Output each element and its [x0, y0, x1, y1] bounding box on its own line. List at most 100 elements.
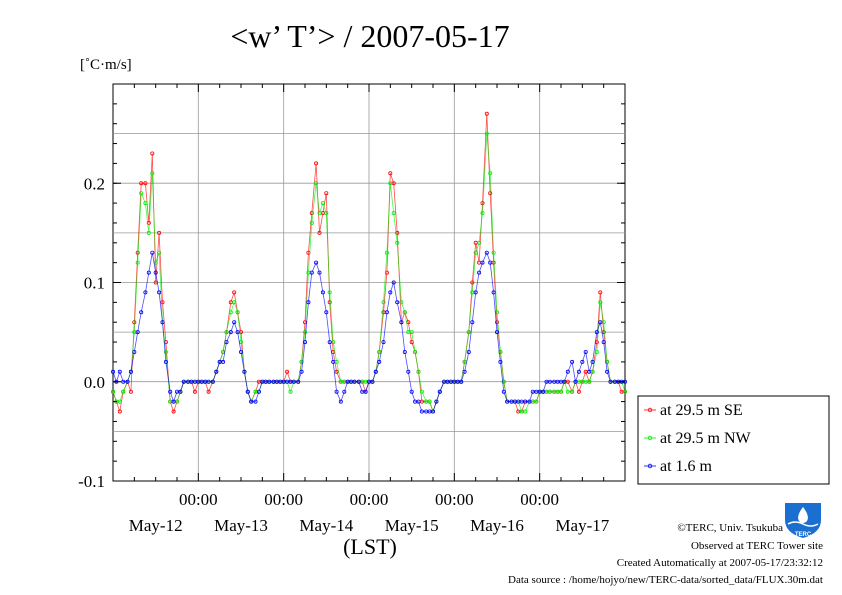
x-axis: 00:00 00:00 00:00 00:00 00:00 May-12 May-13 May…: [112, 84, 626, 535]
data-point: [466, 330, 471, 335]
data-point: [409, 330, 414, 335]
data-point: [135, 250, 140, 255]
data-point: [402, 310, 407, 315]
data-point: [470, 320, 475, 325]
data-point: [221, 359, 226, 364]
data-point: [117, 399, 122, 404]
data-point: [253, 399, 258, 404]
data-point: [324, 191, 329, 196]
x-date-label: May-13: [214, 516, 268, 535]
data-point: [523, 399, 528, 404]
data-point: [498, 359, 503, 364]
data-point: [459, 379, 464, 384]
data-point: [501, 389, 506, 394]
data-point: [391, 210, 396, 215]
data-point: [111, 369, 116, 374]
data-point: [139, 310, 144, 315]
data-point: [232, 320, 237, 325]
legend-item: at 1.6 m: [644, 458, 713, 475]
series-3: [111, 250, 628, 414]
data-point: [601, 340, 606, 345]
data-point: [406, 369, 411, 374]
y-tick-label: -0.1: [78, 472, 105, 491]
data-point: [117, 409, 122, 414]
data-point: [160, 300, 165, 305]
data-point: [480, 210, 485, 215]
x-tick-label-time: 00:00: [350, 490, 389, 509]
data-point: [327, 300, 332, 305]
data-point: [491, 290, 496, 295]
data-point: [576, 389, 581, 394]
data-point: [391, 280, 396, 285]
data-point: [171, 409, 176, 414]
data-point: [210, 379, 215, 384]
data-point: [232, 290, 237, 295]
data-point: [192, 389, 197, 394]
data-point: [580, 359, 585, 364]
data-point: [488, 260, 493, 265]
data-point: [327, 290, 332, 295]
data-point: [462, 359, 467, 364]
data-point: [402, 349, 407, 354]
data-point: [594, 330, 599, 335]
data-point: [430, 409, 435, 414]
data-point: [267, 379, 272, 384]
data-point: [249, 399, 254, 404]
chart-title: <w’ T’> / 2007-05-17: [230, 18, 509, 54]
y-axis-unit: [˚C·m/s]: [80, 57, 132, 73]
data-point: [117, 369, 122, 374]
data-point: [541, 389, 546, 394]
data-point: [373, 369, 378, 374]
data-point: [399, 320, 404, 325]
data-point: [132, 320, 137, 325]
data-point: [388, 171, 393, 176]
data-point: [150, 151, 155, 156]
data-point: [309, 220, 314, 225]
data-point: [395, 240, 400, 245]
data-point: [320, 201, 325, 206]
legend-item: at 29.5 m NW: [644, 430, 752, 447]
data-point: [143, 181, 148, 186]
data-point: [587, 369, 592, 374]
data-point: [143, 201, 148, 206]
data-point: [587, 379, 592, 384]
data-point: [150, 171, 155, 176]
data-point: [320, 290, 325, 295]
data-point: [594, 349, 599, 354]
x-axis-label: (LST): [343, 534, 397, 559]
data-point: [111, 389, 116, 394]
data-point: [314, 181, 319, 186]
data-point: [238, 349, 243, 354]
footer-source: Data source : /home/hojyo/new/TERC-data/…: [508, 574, 823, 586]
data-point: [150, 250, 155, 255]
data-point: [462, 369, 467, 374]
legend-label: at 29.5 m SE: [660, 402, 743, 419]
data-point: [128, 369, 133, 374]
logo-drop-icon: [798, 507, 808, 523]
series-layer: [111, 111, 628, 414]
data-point: [302, 330, 307, 335]
data-point: [395, 300, 400, 305]
data-point: [608, 379, 613, 384]
y-tick-label: 0.0: [84, 373, 105, 392]
data-point: [153, 270, 158, 275]
data-point: [121, 389, 126, 394]
y-axis: -0.1 0.0 0.1 0.2: [78, 83, 625, 491]
data-point: [242, 369, 247, 374]
logo-wave-icon: [787, 521, 819, 527]
data-point: [160, 320, 165, 325]
data-point: [157, 250, 162, 255]
data-point: [399, 300, 404, 305]
data-point: [573, 379, 578, 384]
data-point: [299, 369, 304, 374]
data-point: [314, 161, 319, 166]
data-point: [547, 379, 552, 384]
data-point: [534, 399, 539, 404]
data-point: [206, 379, 211, 384]
plot-area: [111, 83, 628, 482]
data-point: [413, 349, 418, 354]
legend-item: at 29.5 m SE: [644, 402, 743, 419]
data-point: [317, 230, 322, 235]
data-point: [395, 230, 400, 235]
